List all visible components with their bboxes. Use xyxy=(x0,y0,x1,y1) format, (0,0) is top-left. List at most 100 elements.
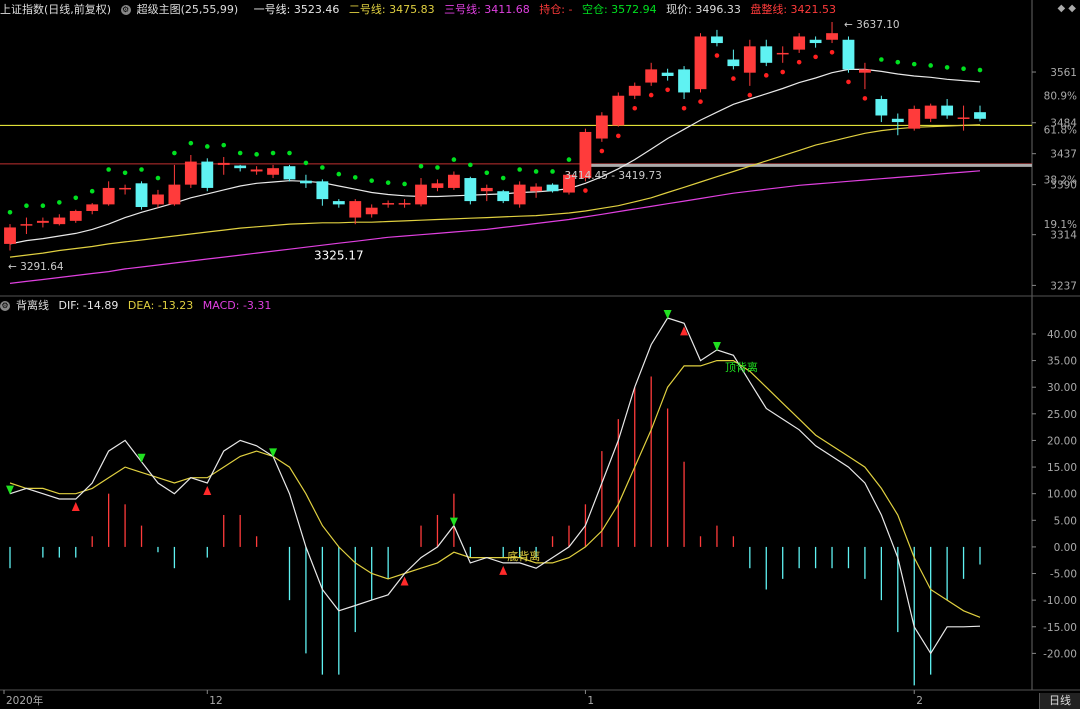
x-tick-label: 2020年 xyxy=(6,694,43,707)
stop-dot-green xyxy=(303,160,309,166)
candle-body xyxy=(250,169,263,172)
stop-dot-green xyxy=(89,188,95,194)
stop-dot-green xyxy=(155,175,161,181)
stop-dot-green xyxy=(139,167,144,172)
sub-indicator: 背离线 xyxy=(16,299,49,312)
macd-tick-label: 25.00 xyxy=(1047,409,1077,421)
y-tick-label: 3437 xyxy=(1050,149,1077,161)
stop-dot-green xyxy=(517,167,522,172)
down-arrow-icon xyxy=(269,448,278,458)
down-arrow-icon xyxy=(663,310,672,319)
stop-dot-green xyxy=(911,61,917,67)
candle-body xyxy=(119,187,132,190)
candle-body xyxy=(908,108,921,129)
macd-value: MACD: -3.31 xyxy=(202,299,272,312)
stop-dot-green xyxy=(566,157,572,162)
stop-dot-green xyxy=(122,170,128,176)
candle-body xyxy=(20,224,33,226)
candle-body xyxy=(858,69,871,73)
candle-body xyxy=(530,186,543,192)
current-price: 现价: 3496.33 xyxy=(666,3,741,16)
candle-body xyxy=(316,181,329,200)
hold-value: 持仓: - xyxy=(539,3,573,16)
down-arrow-icon xyxy=(6,485,14,495)
stop-dot-red xyxy=(763,73,769,78)
candle-body xyxy=(711,36,723,44)
candle-body xyxy=(628,85,641,96)
stop-dot-red xyxy=(714,53,720,58)
line2-series xyxy=(9,124,981,258)
stop-dot-red xyxy=(698,99,703,104)
up-arrow-icon xyxy=(71,502,80,511)
stop-dot-red xyxy=(583,188,588,193)
up-arrow-icon xyxy=(499,565,508,575)
gear-icon[interactable]: ⚙ xyxy=(0,301,10,311)
macd-tick-label: 20.00 xyxy=(1047,435,1077,447)
macd-tick-label: -10.00 xyxy=(1043,595,1077,607)
macd-tick-label: -15.00 xyxy=(1043,622,1077,634)
tab-daily[interactable]: 日线 xyxy=(1039,693,1080,709)
y-tick-label: 3390 xyxy=(1050,180,1077,192)
stop-dot-green xyxy=(928,63,933,68)
candle-body xyxy=(86,204,99,211)
candle-body xyxy=(760,46,773,63)
stop-dot-red xyxy=(681,105,687,111)
bottom-divergence-label: 底背离 xyxy=(507,549,540,563)
macd-tick-label: 40.00 xyxy=(1047,329,1077,341)
stop-dot-green xyxy=(385,180,391,185)
candle-body xyxy=(152,194,164,205)
pct-tick-label: 19.1% xyxy=(1044,219,1077,231)
stop-dot-red xyxy=(829,49,835,55)
stop-dot-green xyxy=(7,209,13,215)
stop-dot-green xyxy=(418,163,424,169)
stop-dot-green xyxy=(188,140,194,146)
candle-body xyxy=(431,183,444,188)
stop-dot-green xyxy=(402,181,407,187)
macd-tick-label: 30.00 xyxy=(1047,382,1077,394)
resistance-band xyxy=(585,163,1032,167)
candle-body xyxy=(464,178,477,202)
stop-dot-green xyxy=(895,59,901,65)
up-arrow-icon xyxy=(400,576,409,586)
candle-body xyxy=(776,52,789,55)
stop-dot-green xyxy=(944,65,950,70)
stop-dot-green xyxy=(500,175,506,181)
stop-dot-red xyxy=(632,105,638,111)
up-arrow-icon xyxy=(203,486,212,496)
nav-buttons[interactable]: ◆ ◆ xyxy=(1057,3,1076,14)
stop-dot-green xyxy=(533,169,539,174)
stop-dot-red xyxy=(747,92,753,98)
gear-icon[interactable]: ⚙ xyxy=(120,5,131,15)
dif-value: DIF: -14.89 xyxy=(58,299,119,312)
candle-body xyxy=(941,105,954,116)
candle-body xyxy=(793,36,806,50)
y-tick-label: 3561 xyxy=(1050,67,1077,79)
dea-series xyxy=(9,360,981,618)
stop-dot-green xyxy=(24,203,29,209)
x-tick-label: 1 xyxy=(587,695,594,707)
stop-dot-green xyxy=(40,203,46,209)
stop-dot-red xyxy=(796,59,802,65)
y-tick-label: 3484 xyxy=(1050,118,1077,130)
high-annotation: ← 3637.10 xyxy=(844,19,900,31)
low-annotation: 3325.17 xyxy=(314,248,364,262)
candle-body xyxy=(36,220,49,223)
stop-dot-red xyxy=(599,148,605,154)
macd-tick-label: 10.00 xyxy=(1047,489,1077,501)
stop-dot-red xyxy=(862,96,868,101)
sub-header: ⚙ 背离线 DIF: -14.89 DEA: -13.23 MACD: -3.31 xyxy=(0,297,277,315)
candle-body xyxy=(283,166,296,180)
candle-body xyxy=(53,217,66,225)
low-annotation-left: ← 3291.64 xyxy=(8,261,64,273)
stop-dot-green xyxy=(320,165,325,170)
candle-body xyxy=(661,72,674,76)
down-arrow-icon xyxy=(137,453,146,463)
y-tick-label: 3314 xyxy=(1050,230,1077,242)
candle-body xyxy=(415,184,427,205)
indicator-menu[interactable]: ⚙ 超级主图(25,55,99) xyxy=(120,3,245,16)
candle-body xyxy=(234,165,247,169)
stop-dot-green xyxy=(369,178,374,183)
main-header: 上证指数(日线,前复权) ⚙ 超级主图(25,55,99) 一号线: 3523.4… xyxy=(0,1,842,19)
stop-dot-green xyxy=(451,157,457,162)
